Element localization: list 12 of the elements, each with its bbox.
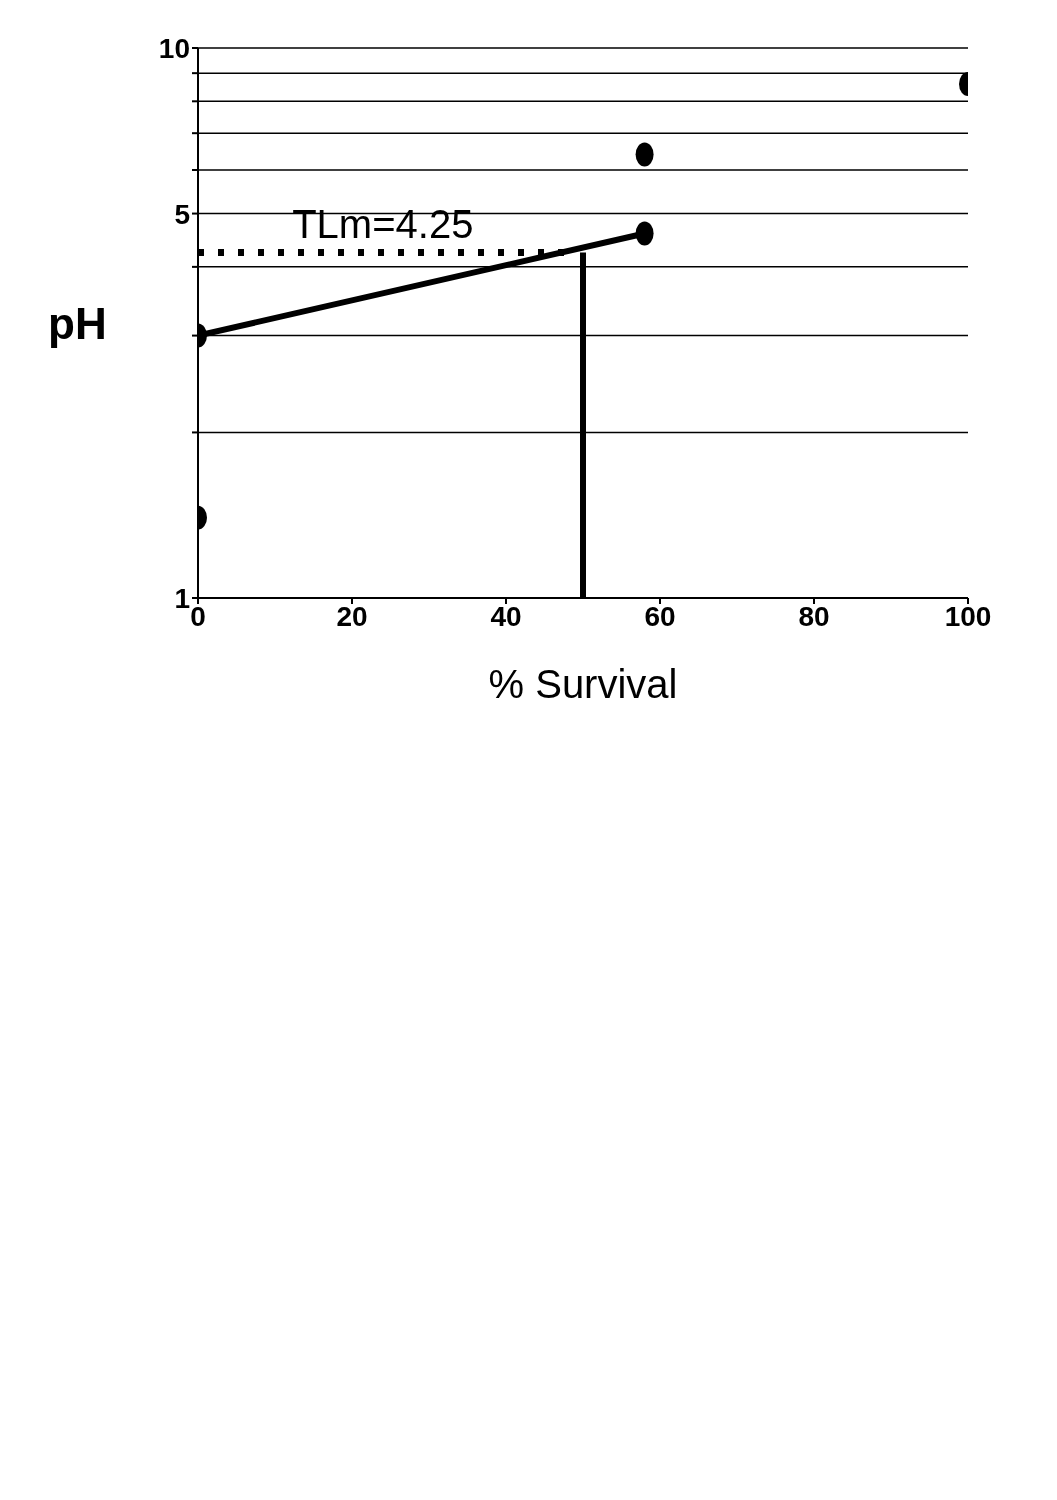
x-tick-label: 100 xyxy=(944,600,992,632)
y-tick-label: 10 xyxy=(158,32,190,64)
x-tick-label: 20 xyxy=(336,600,368,632)
x-tick-label: 80 xyxy=(798,600,830,632)
x-axis-title: % Survival xyxy=(488,662,678,706)
x-tick-label: 60 xyxy=(644,600,676,632)
y-tick-label: 5 xyxy=(174,198,190,230)
y-axis-title: pH xyxy=(48,298,107,348)
x-tick-label: 40 xyxy=(490,600,522,632)
x-tick-label: 0 xyxy=(190,600,206,632)
annotation: TLm=4.25 xyxy=(292,202,474,247)
y-tick-label: 1 xyxy=(174,582,190,614)
